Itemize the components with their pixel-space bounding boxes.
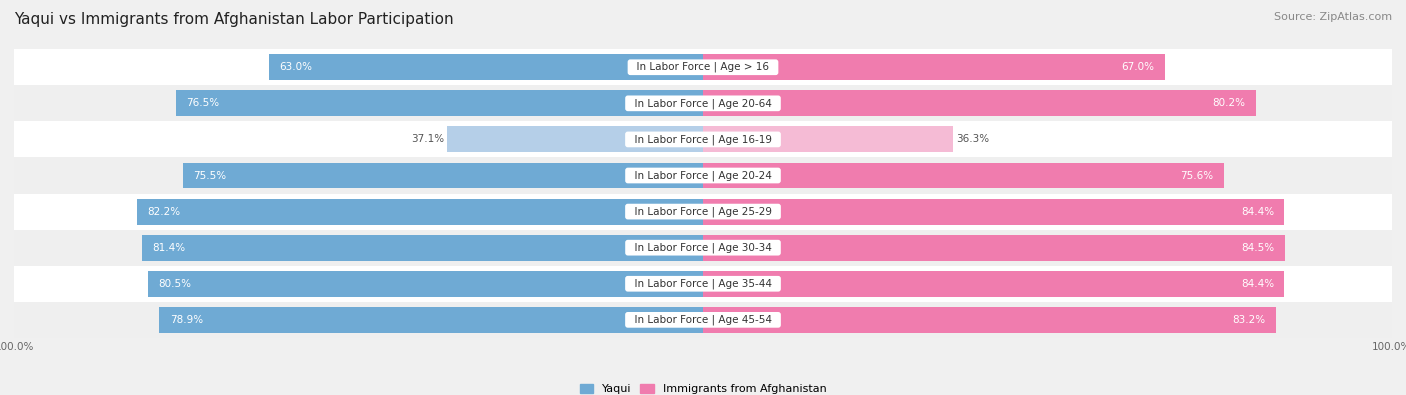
Bar bbox=[149, 271, 703, 297]
Text: 78.9%: 78.9% bbox=[170, 315, 202, 325]
Bar bbox=[14, 302, 1392, 338]
Text: 37.1%: 37.1% bbox=[411, 134, 444, 145]
Bar bbox=[703, 235, 1285, 261]
Legend: Yaqui, Immigrants from Afghanistan: Yaqui, Immigrants from Afghanistan bbox=[575, 379, 831, 395]
Text: 80.2%: 80.2% bbox=[1212, 98, 1246, 108]
Bar bbox=[703, 162, 1223, 188]
Text: In Labor Force | Age 20-24: In Labor Force | Age 20-24 bbox=[628, 170, 778, 181]
Text: 76.5%: 76.5% bbox=[186, 98, 219, 108]
Bar bbox=[269, 54, 703, 80]
Bar bbox=[447, 126, 703, 152]
Text: 84.4%: 84.4% bbox=[1241, 279, 1274, 289]
Bar bbox=[176, 90, 703, 116]
Text: 80.5%: 80.5% bbox=[159, 279, 191, 289]
Bar bbox=[136, 199, 703, 225]
Text: 81.4%: 81.4% bbox=[152, 243, 186, 253]
Bar bbox=[14, 85, 1392, 121]
Bar bbox=[14, 158, 1392, 194]
Text: 75.6%: 75.6% bbox=[1181, 171, 1213, 181]
Text: In Labor Force | Age 16-19: In Labor Force | Age 16-19 bbox=[627, 134, 779, 145]
Text: 63.0%: 63.0% bbox=[280, 62, 312, 72]
Text: In Labor Force | Age 20-64: In Labor Force | Age 20-64 bbox=[628, 98, 778, 109]
Bar bbox=[703, 126, 953, 152]
Bar bbox=[14, 229, 1392, 266]
Text: In Labor Force | Age 45-54: In Labor Force | Age 45-54 bbox=[627, 314, 779, 325]
Text: Source: ZipAtlas.com: Source: ZipAtlas.com bbox=[1274, 12, 1392, 22]
Text: 83.2%: 83.2% bbox=[1233, 315, 1265, 325]
Text: In Labor Force | Age > 16: In Labor Force | Age > 16 bbox=[630, 62, 776, 73]
Text: 36.3%: 36.3% bbox=[956, 134, 990, 145]
Bar bbox=[14, 194, 1392, 229]
Bar bbox=[703, 271, 1285, 297]
Text: 84.5%: 84.5% bbox=[1241, 243, 1275, 253]
Text: 75.5%: 75.5% bbox=[193, 171, 226, 181]
Text: In Labor Force | Age 25-29: In Labor Force | Age 25-29 bbox=[627, 206, 779, 217]
Bar bbox=[703, 307, 1277, 333]
Text: Yaqui vs Immigrants from Afghanistan Labor Participation: Yaqui vs Immigrants from Afghanistan Lab… bbox=[14, 12, 454, 27]
Bar bbox=[159, 307, 703, 333]
Text: 82.2%: 82.2% bbox=[148, 207, 180, 216]
Bar bbox=[183, 162, 703, 188]
Bar bbox=[703, 54, 1164, 80]
Text: In Labor Force | Age 30-34: In Labor Force | Age 30-34 bbox=[628, 243, 778, 253]
Bar bbox=[142, 235, 703, 261]
Bar bbox=[14, 49, 1392, 85]
Bar bbox=[14, 121, 1392, 158]
Text: 67.0%: 67.0% bbox=[1121, 62, 1154, 72]
Text: In Labor Force | Age 35-44: In Labor Force | Age 35-44 bbox=[627, 278, 779, 289]
Bar bbox=[703, 199, 1285, 225]
Text: 84.4%: 84.4% bbox=[1241, 207, 1274, 216]
Bar bbox=[703, 90, 1256, 116]
Bar bbox=[14, 266, 1392, 302]
